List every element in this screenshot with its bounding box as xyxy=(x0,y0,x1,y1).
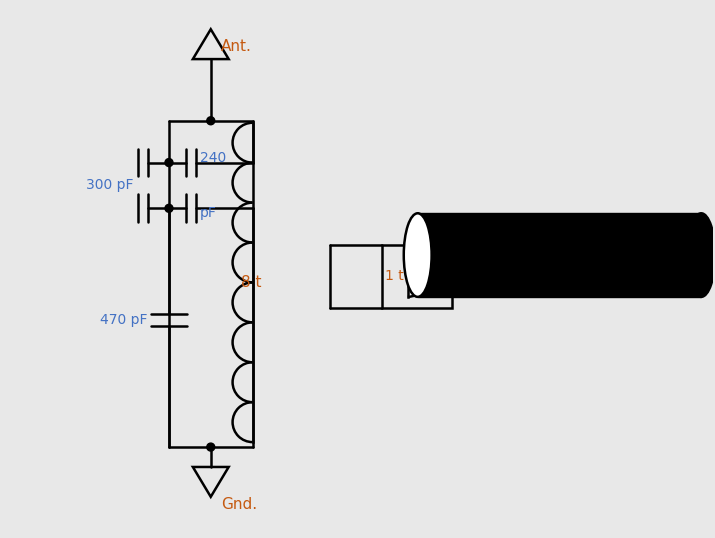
Text: Gnd.: Gnd. xyxy=(221,497,257,512)
Text: 240: 240 xyxy=(199,151,226,165)
Bar xyxy=(418,213,701,297)
Ellipse shape xyxy=(687,213,715,297)
Text: 8 t: 8 t xyxy=(240,275,261,290)
Bar xyxy=(382,245,451,308)
Text: Ant.: Ant. xyxy=(221,39,252,54)
Circle shape xyxy=(423,273,431,281)
Circle shape xyxy=(165,159,173,167)
Text: 1 t: 1 t xyxy=(385,270,404,284)
Circle shape xyxy=(165,204,173,213)
Text: pF: pF xyxy=(199,207,217,221)
Text: 470 pF: 470 pF xyxy=(99,313,147,327)
Ellipse shape xyxy=(404,213,432,297)
Circle shape xyxy=(207,443,214,451)
Text: 300 pF: 300 pF xyxy=(86,179,133,193)
Circle shape xyxy=(207,117,214,125)
